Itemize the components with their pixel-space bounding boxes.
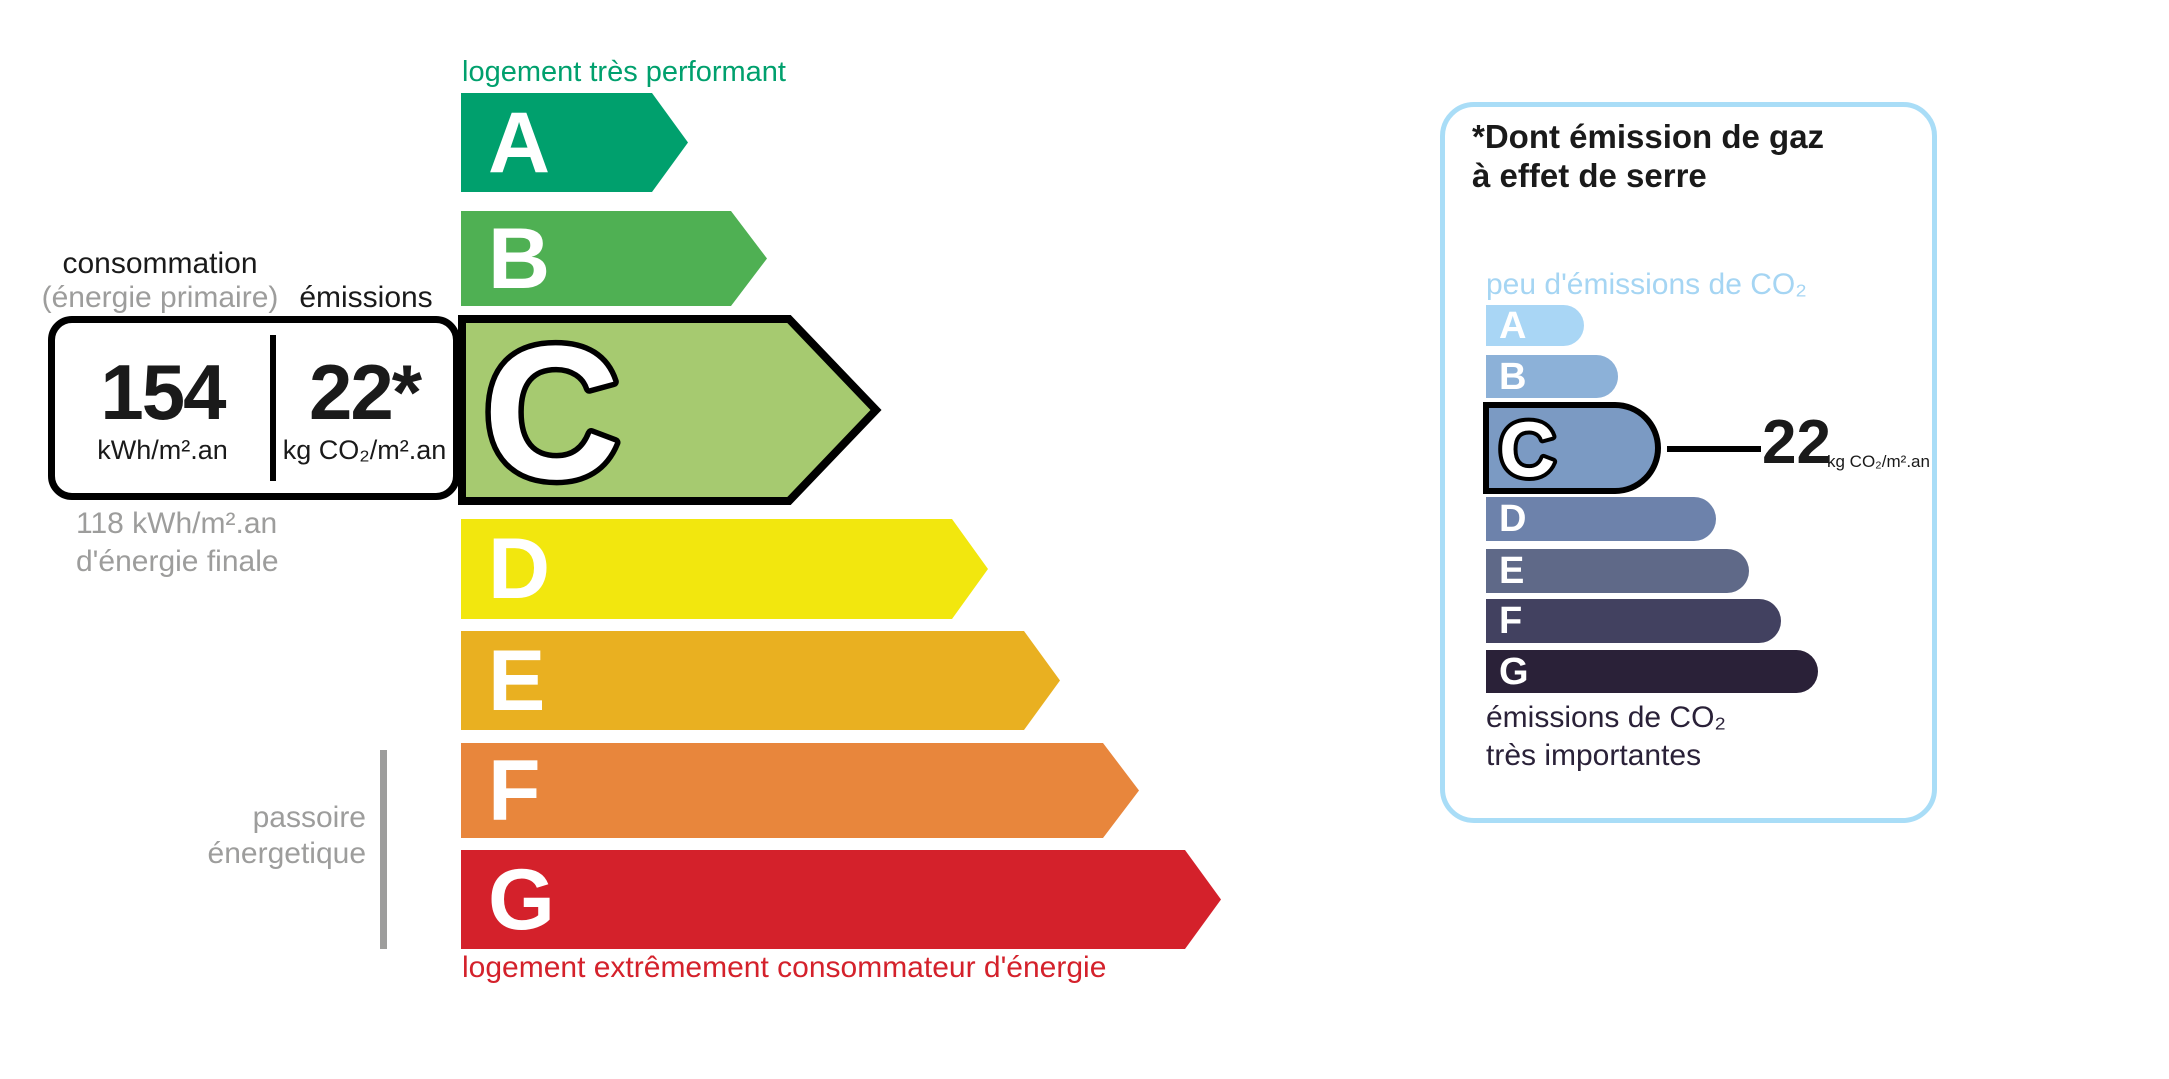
- final-energy-note-line1: 118 kWh/m².an: [76, 507, 278, 540]
- co2-bar-letter-d: D: [1499, 498, 1527, 540]
- consumption-header-label: consommation: [62, 247, 258, 280]
- co2-bar-letter-e: E: [1499, 550, 1525, 592]
- energy-class-letter-g: G: [488, 851, 555, 948]
- passoire-energetique-label: passoire énergetique: [180, 800, 366, 872]
- energy-class-letter-b: B: [488, 210, 551, 307]
- score-box: 154 kWh/m².an 22* kg CO₂/m².an: [48, 316, 460, 500]
- energy-class-row-d: D: [461, 519, 988, 619]
- co2-bar-a: A: [1486, 305, 1584, 346]
- co2-bar-b: B: [1486, 355, 1618, 398]
- current-class-arrow-shape: [458, 315, 882, 505]
- energy-class-letter-e: E: [488, 632, 546, 729]
- co2-high-emissions-label: émissions de CO₂ très importantes: [1486, 699, 1726, 775]
- co2-bar-letter-g: G: [1499, 650, 1529, 693]
- energy-class-letter-f: F: [488, 742, 541, 839]
- final-energy-note-line2: d'énergie finale: [76, 545, 279, 579]
- co2-bar-letter-b: B: [1499, 355, 1527, 398]
- co2-bar-letter-c-current: C: [1499, 405, 1555, 493]
- co2-bar-letter-a: A: [1499, 304, 1527, 347]
- co2-bar-c-current: C: [1483, 402, 1661, 494]
- co2-bar-d: D: [1486, 497, 1716, 541]
- co2-value-unit: kg CO₂/m².an: [1827, 452, 1930, 471]
- co2-low-emissions-label: peu d'émissions de CO₂: [1486, 268, 1807, 301]
- co2-panel-title: *Dont émission de gaz à effet de serre: [1472, 118, 1824, 196]
- co2-high-emissions-line1: émissions de CO₂: [1486, 701, 1727, 734]
- co2-bar-f: F: [1486, 599, 1781, 643]
- emissions-header-label: émissions: [299, 281, 433, 314]
- score-box-divider: [270, 335, 276, 481]
- energy-class-row-c-current: C: [458, 315, 882, 505]
- co2-value: 22: [1762, 408, 1831, 477]
- top-performance-label: logement très performant: [462, 56, 786, 88]
- consumption-value: 154: [100, 347, 226, 436]
- energy-class-row-f: F: [461, 743, 1139, 838]
- passoire-bracket-bar: [380, 750, 387, 949]
- emissions-unit: kg CO₂/m².an: [282, 434, 447, 465]
- consumption-unit: kWh/m².an: [97, 434, 228, 465]
- final-energy-note: 118 kWh/m².an d'énergie finale: [76, 505, 279, 581]
- emissions-score-cell: 22* kg CO₂/m².an: [276, 323, 453, 493]
- co2-value-connector-line: [1667, 446, 1761, 452]
- passoire-label-line1: passoire: [252, 801, 366, 834]
- energy-class-row-a: A: [461, 93, 688, 192]
- co2-panel-title-line1: *Dont émission de gaz: [1472, 118, 1825, 155]
- co2-panel-title-line2: à effet de serre: [1472, 156, 1707, 194]
- co2-bar-letter-f: F: [1499, 600, 1523, 642]
- co2-current-bar-shape: [1483, 402, 1661, 494]
- energy-class-row-g: G: [461, 850, 1221, 949]
- co2-bar-g: G: [1486, 650, 1818, 693]
- energy-class-letter-c-current: C: [483, 315, 620, 505]
- energy-class-letter-d: D: [488, 521, 551, 617]
- emissions-value: 22*: [308, 347, 422, 436]
- primary-energy-sublabel: (énergie primaire): [41, 281, 279, 314]
- energy-class-row-e: E: [461, 631, 1060, 730]
- passoire-label-line2: énergetique: [207, 837, 366, 870]
- co2-high-emissions-line2: très importantes: [1486, 739, 1702, 773]
- co2-bar-e: E: [1486, 549, 1749, 593]
- bottom-consumption-label: logement extrêmement consommateur d'éner…: [462, 951, 1107, 984]
- energy-class-letter-a: A: [488, 94, 551, 191]
- consumption-score-cell: 154 kWh/m².an: [55, 323, 270, 493]
- energy-class-row-b: B: [461, 211, 767, 306]
